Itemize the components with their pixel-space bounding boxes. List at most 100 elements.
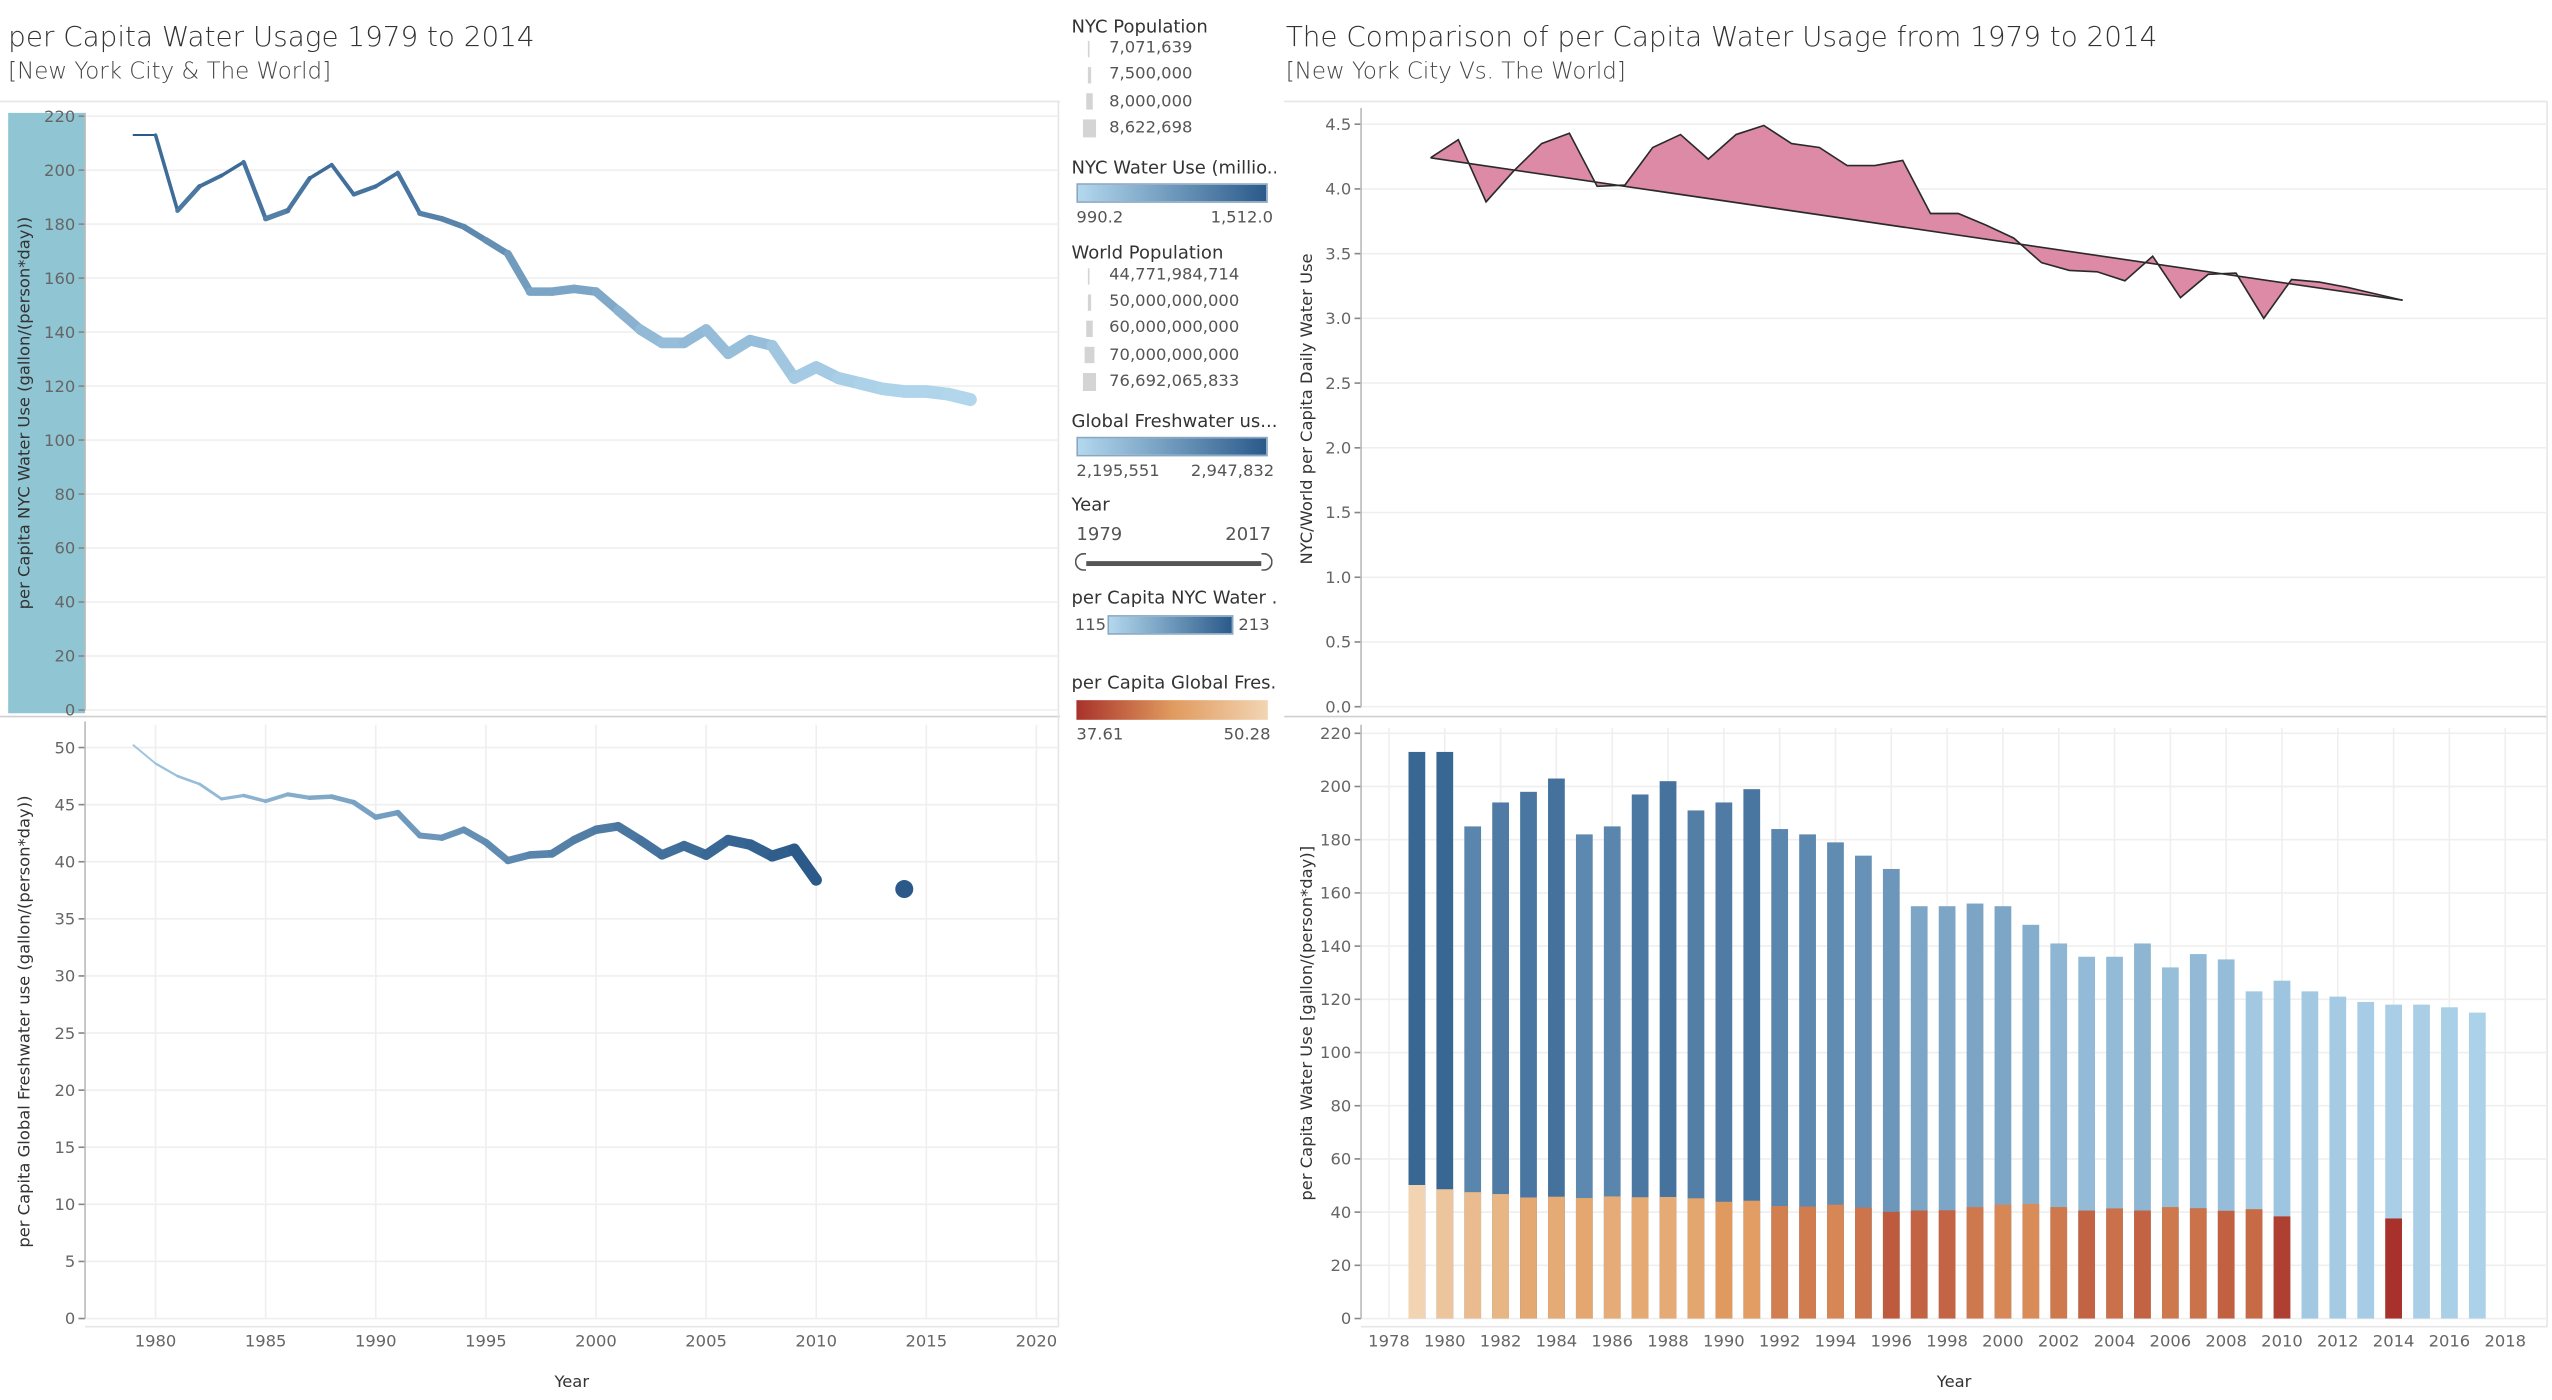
y-tick-label: 40 (54, 852, 75, 871)
nyc-line-segment (262, 207, 291, 222)
global-bar (1827, 1204, 1844, 1319)
global-bar (2217, 1210, 2235, 1319)
global-bar (1575, 1198, 1593, 1319)
x-axis-label: Year (553, 1372, 589, 1391)
x-tick-label: 1986 (1591, 1331, 1633, 1350)
nyc-bar (1520, 791, 1537, 1319)
y-tick-label: 10 (54, 1195, 75, 1214)
x-tick-label: 1990 (355, 1331, 397, 1350)
y-tick-label: 2.5 (1325, 374, 1351, 393)
ratio-line (1430, 124, 2403, 320)
year-filter-title: Year (1071, 494, 1110, 516)
year-slider-end-handle[interactable] (1261, 552, 1273, 571)
nyc-bar (1603, 826, 1621, 1319)
ratio-area-fill (1430, 125, 2403, 319)
legend-per-capita-nyc-max: 213 (1238, 616, 1270, 635)
y-tick-label: 25 (54, 1024, 75, 1043)
x-tick-label: 2005 (685, 1331, 727, 1350)
nyc-line-segment (504, 249, 534, 296)
nyc-line-segment (329, 162, 356, 197)
y-tick-label: 60 (54, 539, 75, 558)
comparison-bar-chart: 0 20 40 60 80 100 120 140 160 180 200 220 1978 1980 19… (1297, 714, 2548, 1391)
legend-per-capita-nyc-title: per Capita NYC Water ... (1071, 587, 1277, 609)
global-bar (1882, 1211, 1900, 1319)
legend-global-freshwater-min: 2,195,551 (1076, 462, 1160, 481)
legend-world-population-item: 76,692,065,833 (1109, 372, 1240, 391)
legend-per-capita-global-min: 37.61 (1076, 726, 1124, 745)
global-line-segment (438, 826, 468, 841)
nyc-line-segment (351, 184, 378, 197)
x-tick-label: 2004 (2094, 1331, 2136, 1350)
y-tick-label: 160 (44, 269, 75, 288)
legend-world-population-item: 70,000,000,000 (1109, 346, 1240, 365)
global-line-segment (132, 744, 157, 765)
x-tick-label: 2014 (2373, 1331, 2415, 1350)
size-mark (1086, 93, 1093, 110)
nyc-bar (1659, 781, 1677, 1319)
legend-nyc-population-item: 7,500,000 (1109, 65, 1193, 84)
y-tick-label: 4.5 (1325, 115, 1351, 134)
y-tick-label: 0.0 (1325, 697, 1351, 716)
y-tick-label: 80 (1330, 1096, 1351, 1115)
global-bar (2078, 1210, 2096, 1319)
legend-world-population-item: 50,000,000,000 (1109, 292, 1240, 311)
legend-nyc-population-title: NYC Population (1071, 16, 1208, 38)
y-tick-label: 0.5 (1325, 633, 1351, 652)
y-tick-label: 1.0 (1325, 568, 1351, 587)
size-mark (1087, 40, 1090, 58)
nyc-line-segment (417, 210, 445, 222)
size-mark (1087, 294, 1092, 311)
legend-nyc-water-use-min: 990.2 (1076, 209, 1124, 228)
nyc-bar (2413, 1004, 2430, 1319)
nyc-line-segment (700, 324, 734, 360)
x-tick-label: 2000 (1982, 1331, 2024, 1350)
global-line-segment (351, 799, 379, 820)
global-line-segment (263, 792, 290, 804)
y-axis-label: per Capita Global Freshwater use (gallon… (14, 796, 33, 1248)
global-line-segment (547, 836, 578, 858)
global-bar (1659, 1196, 1677, 1319)
global-bar (2245, 1209, 2263, 1319)
nyc-bar (2357, 1001, 2375, 1319)
nyc-bar (1771, 829, 1789, 1319)
global-bar (1464, 1192, 1482, 1319)
y-tick-label: 80 (54, 485, 75, 504)
global-line-segment (241, 793, 268, 803)
y-tick-label: 35 (54, 910, 75, 929)
y-tick-label: 40 (1330, 1203, 1351, 1222)
global-line-segment (416, 832, 445, 841)
legend-per-capita-nyc-min: 115 (1074, 616, 1107, 635)
y-tick-label: 200 (1320, 777, 1351, 796)
legend-world-population-title: World Population (1071, 242, 1224, 264)
size-mark (1082, 119, 1097, 138)
x-tick-label: 2010 (2261, 1331, 2303, 1350)
y-tick-label: 15 (54, 1138, 75, 1157)
y-tick-label: 0 (1341, 1309, 1351, 1328)
per-capita-global-color-ramp (1076, 700, 1268, 720)
y-tick-label: 3.5 (1325, 244, 1351, 263)
x-tick-label: 1984 (1536, 1331, 1578, 1350)
y-tick-label: 0 (65, 1309, 75, 1328)
nyc-line-segment (373, 170, 400, 189)
x-tick-label: 1992 (1759, 1331, 1801, 1350)
global-bar (2189, 1208, 2207, 1319)
global-bar (1436, 1189, 1454, 1319)
global-bar (1938, 1210, 1956, 1319)
year-slider-start-handle[interactable] (1074, 552, 1087, 571)
y-tick-label: 180 (44, 215, 75, 234)
global-line-segment (219, 793, 246, 801)
nyc-line-segment (438, 215, 467, 230)
y-tick-label: 100 (44, 431, 75, 450)
y-tick-label: 5 (65, 1252, 75, 1271)
global-bar (1603, 1196, 1621, 1319)
y-tick-label: 2.0 (1325, 439, 1351, 458)
x-tick-label: 2020 (1016, 1331, 1058, 1350)
x-tick-label: 2018 (2484, 1331, 2526, 1350)
global-bar (1631, 1197, 1649, 1319)
y-tick-label: 120 (1320, 990, 1351, 1009)
nyc-bar (1575, 834, 1593, 1319)
legend-nyc-population-item: 8,622,698 (1109, 119, 1193, 138)
year-slider-track[interactable] (1082, 561, 1267, 567)
x-tick-label: 2006 (2150, 1331, 2192, 1350)
y-tick-label: 120 (44, 377, 75, 396)
